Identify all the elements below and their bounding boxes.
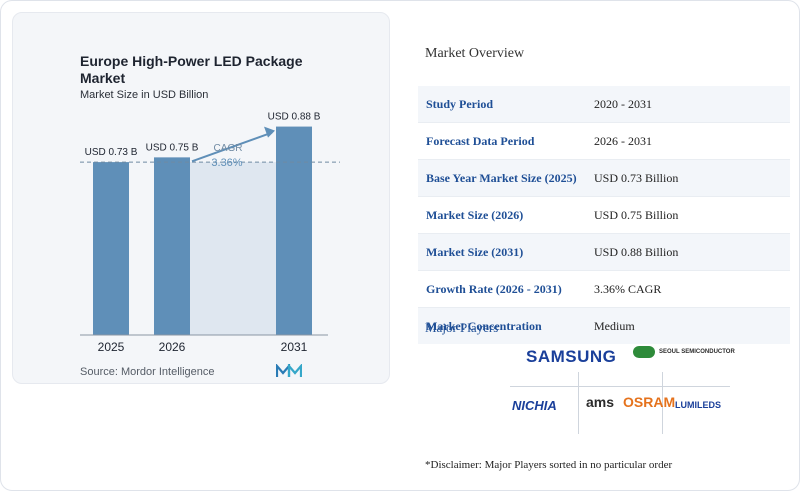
overview-row: Growth Rate (2026 - 2031) 3.36% CAGR	[418, 270, 790, 308]
overview-value: USD 0.75 Billion	[594, 208, 679, 222]
overview-value: 3.36% CAGR	[594, 282, 662, 296]
overview-value: USD 0.73 Billion	[586, 159, 790, 197]
nichia-logo: NICHIA	[512, 398, 557, 413]
cagr-arrow-head	[264, 126, 275, 138]
overview-row: Market Concentration Medium	[418, 307, 790, 344]
overview-key: Market Size (2031)	[418, 233, 586, 271]
overview-value: Medium	[586, 307, 790, 344]
overview-row: Forecast Data Period 2026 - 2031	[418, 122, 790, 160]
overview-key: Study Period	[418, 86, 586, 123]
disclaimer: *Disclaimer: Major Players sorted in no …	[425, 459, 673, 471]
overview-key: Market Size (2026)	[426, 208, 524, 222]
chart-title: Europe High-Power LED Package Market	[80, 53, 303, 86]
chart-subtitle: Market Size in USD Billion	[80, 89, 209, 101]
overview-key: Market Concentration	[418, 307, 586, 344]
samsung-logo: SAMSUNG	[526, 347, 617, 366]
market-overview-table: Study Period 2020 - 2031 Forecast Data Per…	[418, 86, 790, 344]
cagr-value: 3.36%	[211, 157, 242, 169]
data-label-2026: USD 0.75 B	[146, 142, 199, 153]
logo-grid-divider	[510, 386, 730, 387]
data-label-2025: USD 0.73 B	[85, 147, 138, 158]
market-overview-title: Market Overview	[425, 46, 525, 61]
bar-2026	[154, 157, 190, 335]
overview-row: Market Size (2026) USD 0.75 Billion	[418, 196, 790, 234]
cagr-arrow-line	[191, 131, 273, 163]
mordor-intelligence-logo-icon	[276, 364, 302, 377]
major-players-title: Major Players	[425, 320, 499, 335]
seoul-semiconductor-logo: SEOUL SEMICONDUCTOR	[633, 346, 735, 358]
overview-value: USD 0.88 Billion	[586, 233, 790, 271]
logo-grid-divider	[662, 372, 663, 434]
x-tick-label-2031: 2031	[281, 340, 308, 354]
bar-2031	[276, 126, 312, 335]
major-players-logos: SAMSUNG SEOUL SEMICONDUCTOR NICHIA ams O…	[510, 336, 735, 434]
x-tick-label-2025: 2025	[98, 340, 125, 354]
lumileds-logo: LUMILEDS	[675, 400, 721, 410]
growth-region	[190, 162, 276, 335]
cagr-label: CAGR	[214, 143, 243, 154]
logo-grid-divider	[578, 372, 579, 434]
bar-chart: USD 0.73 B USD 0.75 B USD 0.88 B 2025 2026 20…	[80, 112, 340, 354]
data-label-2031: USD 0.88 B	[268, 112, 321, 123]
overview-key: Growth Rate (2026 - 2031)	[426, 282, 562, 296]
overview-key: Forecast Data Period	[426, 134, 535, 148]
bar-2025	[93, 162, 129, 335]
ams-logo: ams	[586, 394, 615, 410]
x-tick-label-2026: 2026	[159, 340, 186, 354]
chart-source: Source: Mordor Intelligence	[80, 366, 215, 378]
overview-row: Base Year Market Size (2025) USD 0.73 Bil…	[418, 159, 790, 197]
seoul-badge-icon	[633, 346, 655, 358]
overview-row: Market Size (2031) USD 0.88 Billion	[418, 233, 790, 271]
overview-value: 2020 - 2031	[586, 86, 790, 123]
overview-value: 2026 - 2031	[594, 134, 652, 148]
osram-logo: OSRAM	[623, 394, 676, 410]
overview-row: Study Period 2020 - 2031	[418, 86, 790, 123]
seoul-semiconductor-text: SEOUL SEMICONDUCTOR	[659, 349, 735, 355]
overview-key: Base Year Market Size (2025)	[418, 159, 586, 197]
